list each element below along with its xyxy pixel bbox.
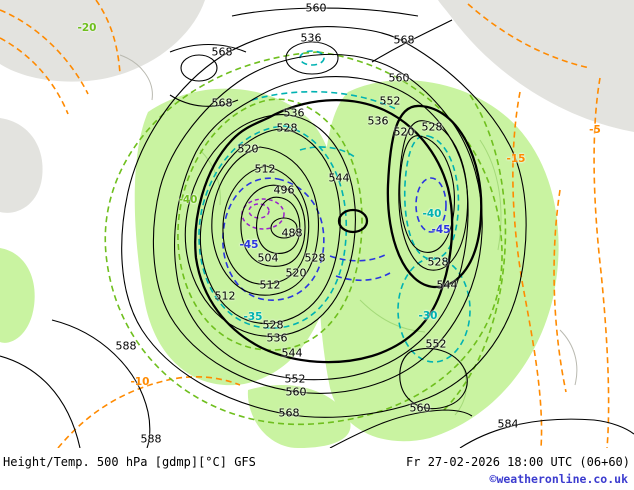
temp-line-cyan (299, 50, 325, 66)
contour-520-left (211, 146, 320, 296)
contour-560-ring (152, 53, 483, 394)
temp-line-orange (553, 189, 567, 393)
terrain-texture (479, 139, 502, 251)
temp-line-purple (248, 203, 270, 219)
temp-line-blue (329, 254, 386, 262)
contour-488-core (270, 217, 298, 239)
temp-line-orange (0, 37, 69, 115)
chart-title: Height/Temp. 500 hPa [gdmp][°C] GFS (3, 455, 256, 469)
land-layer (0, 54, 578, 448)
temp-line-blue (222, 177, 325, 301)
coastline (119, 54, 153, 101)
contour-small-core-thick (337, 208, 369, 234)
contour-504-left (240, 184, 306, 267)
map-canvas (0, 0, 634, 448)
temp-line-green (104, 51, 503, 426)
temp-line-cyan (403, 135, 460, 260)
gray-region-topleft (0, 0, 205, 82)
temp-line-blue (415, 177, 447, 233)
temp-line-cyan (251, 90, 399, 111)
contour-560-bottomright (329, 409, 473, 448)
temp-line-green (441, 94, 507, 413)
contour-536-right-thick (386, 104, 483, 289)
contour-568-topleft-b (169, 94, 239, 107)
temp-line-blue (335, 272, 391, 282)
land-bottom-center (247, 385, 351, 448)
credit-link[interactable]: ©weatheronline.co.uk (489, 472, 628, 486)
gray-region-topright (438, 0, 634, 132)
gray-region-left (0, 118, 43, 213)
contour-588-b (0, 355, 81, 448)
contour-topleft-low (180, 54, 218, 82)
height-contours (0, 7, 634, 448)
gray-terrain-layer (0, 0, 634, 213)
temp-line-orange (57, 376, 241, 448)
temp-line-green (177, 98, 363, 351)
temp-line-orange (467, 3, 591, 69)
contour-496-left (256, 196, 301, 254)
contour-520-right (399, 135, 455, 253)
temp-line-orange (95, 0, 121, 75)
contour-568-topright (371, 19, 453, 63)
contour-588-a (51, 319, 151, 448)
contour-536-top-low (285, 41, 339, 75)
contour-568-outer (121, 26, 527, 418)
contour-528-right (398, 120, 469, 271)
contour-512-left (222, 165, 310, 285)
coastline (559, 329, 578, 386)
terrain-texture (359, 299, 426, 333)
land-right (318, 80, 559, 442)
footer: Height/Temp. 500 hPa [gdmp][°C] GFS Fr 2… (0, 448, 634, 490)
contour-536-left (184, 114, 356, 337)
valid-time: Fr 27-02-2026 18:00 UTC (06+60) (406, 455, 630, 469)
land-center-left (134, 88, 339, 386)
contour-552-small-low (399, 348, 468, 410)
temp-line-cyan (299, 146, 357, 159)
contour-560-top (231, 7, 419, 17)
temperature-contours (0, 0, 610, 448)
temp-line-orange (512, 91, 543, 448)
map-area: 560 568 536 568 568 560 552 536 528 536 528 520 520 5… (0, 0, 634, 448)
temp-line-orange (593, 77, 610, 448)
land-left-strip (0, 248, 35, 343)
contour-584-bottomright (459, 418, 634, 448)
temp-line-cyan (198, 125, 347, 329)
terrain-texture (199, 149, 221, 206)
temp-line-orange (0, 9, 89, 95)
contour-552-ring (174, 76, 469, 381)
temp-line-cyan (397, 257, 471, 363)
contour-568-topleft-a (169, 44, 247, 53)
